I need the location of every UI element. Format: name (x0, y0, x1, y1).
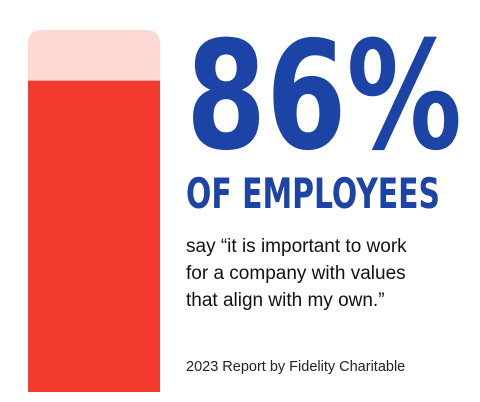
quote-line: say “it is important to work (186, 236, 407, 257)
quote-line: that align with my own.” (186, 290, 385, 311)
quote-line: for a company with values (186, 263, 406, 284)
source: 2023 Report by Fidelity Charitable (186, 359, 405, 375)
progress-fill (28, 80, 160, 393)
headline-value: 86% (186, 10, 462, 184)
subtitle: OF EMPLOYEES (186, 169, 440, 218)
